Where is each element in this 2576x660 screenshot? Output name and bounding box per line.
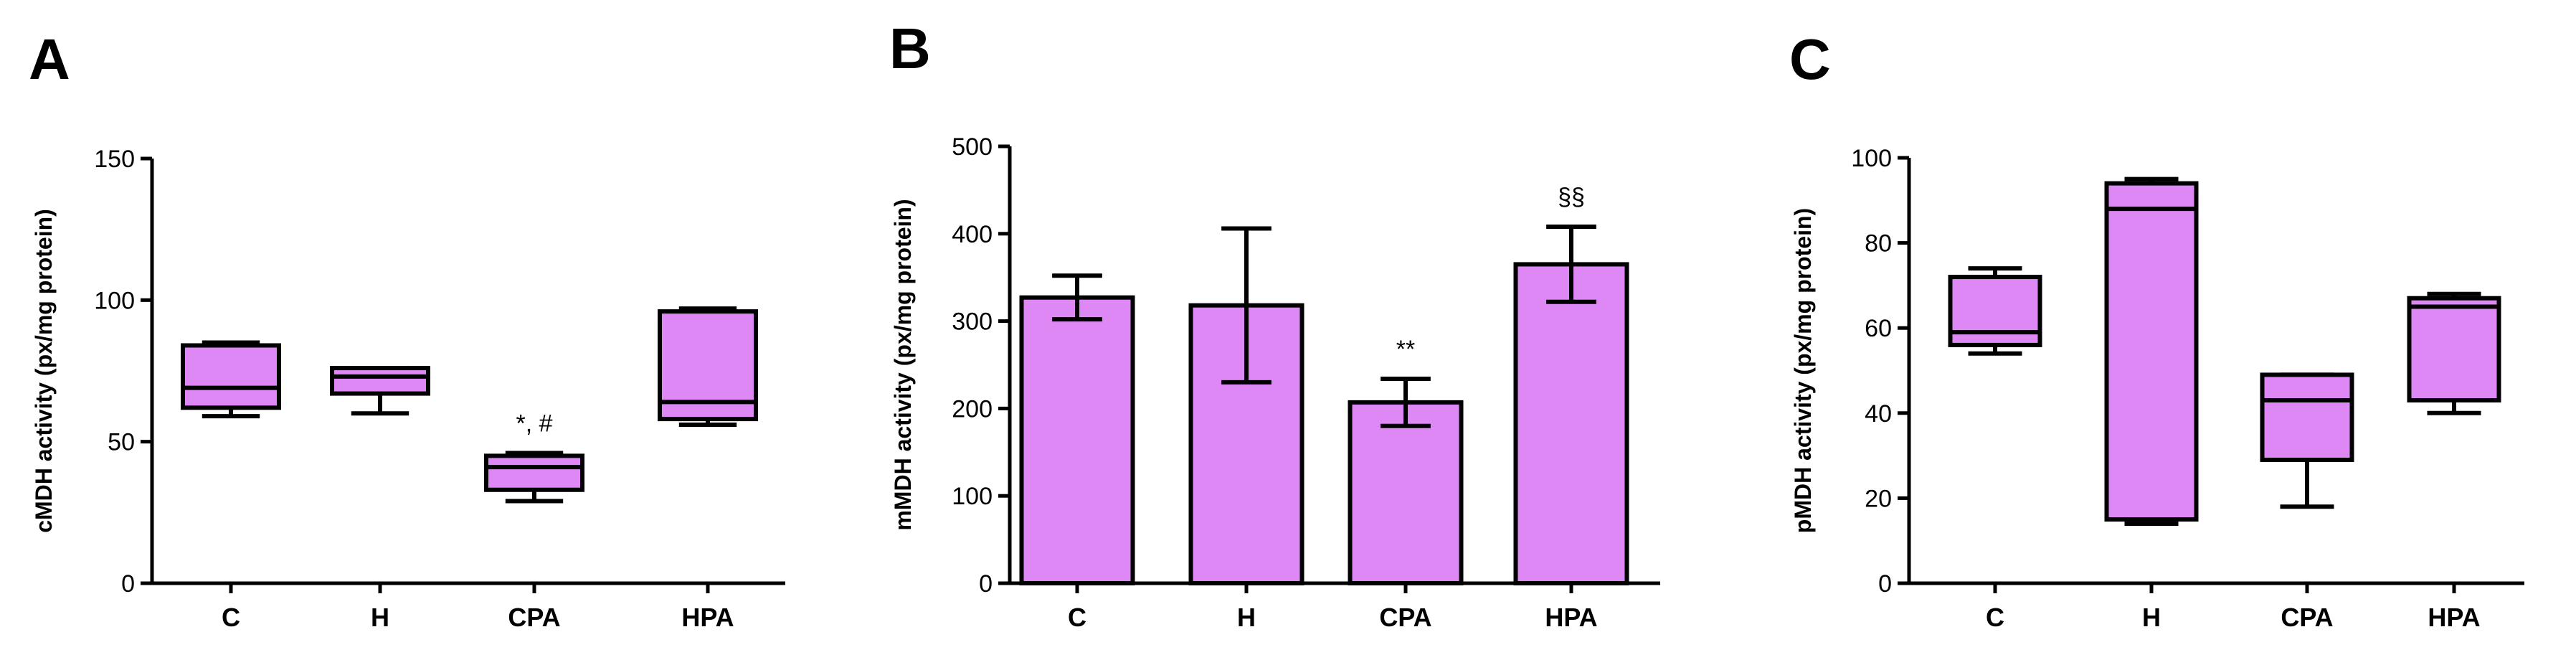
panel-letter: B: [889, 16, 931, 80]
box-iqr: [2260, 372, 2354, 463]
y-axis-title: pMDH activity (px/mg protein): [1790, 208, 1816, 533]
y-tick-label: 100: [952, 483, 993, 510]
y-tick-label: 60: [1865, 315, 1892, 342]
x-tick-label: C: [222, 603, 240, 632]
y-tick-label: 100: [94, 287, 135, 314]
panel-letter: C: [1789, 27, 1831, 91]
bar: [1348, 400, 1464, 586]
box-iqr: [2407, 296, 2501, 403]
box-c: [1948, 266, 2042, 356]
y-tick-label: 150: [94, 146, 135, 173]
box-cpa: [2260, 372, 2354, 509]
box-hpa: [658, 306, 758, 427]
x-tick-label: H: [371, 603, 389, 632]
bar-c: [1019, 273, 1135, 585]
y-tick-label: 20: [1865, 485, 1892, 512]
box-iqr: [484, 453, 584, 492]
x-tick-label: C: [1986, 603, 2004, 632]
box-h: [330, 366, 430, 416]
y-tick-label: 200: [952, 395, 993, 423]
x-tick-label: HPA: [681, 603, 734, 632]
y-tick-label: 300: [952, 308, 993, 336]
box-iqr: [181, 343, 281, 410]
x-tick-label: H: [1237, 603, 1256, 632]
panel-c: C 0 20 40 60 80 100 pMDH activity (px/mg protei…: [1789, 27, 2524, 632]
x-tick-label: CPA: [508, 603, 560, 632]
panel-a: A 0 50 100 150 cMDH activity (px/mg protein) C…: [29, 27, 785, 632]
bar-h: [1188, 226, 1304, 585]
x-tick-label: HPA: [2428, 603, 2480, 632]
y-tick-label: 400: [952, 221, 993, 248]
significance-annotation: *, #: [516, 410, 552, 437]
x-tick-label: CPA: [2281, 603, 2333, 632]
bar-cpa: [1348, 376, 1464, 586]
box-iqr: [2104, 181, 2199, 522]
box-c: [181, 340, 281, 419]
y-tick-label: 0: [979, 570, 993, 598]
box-cpa: [484, 451, 584, 504]
bar: [1513, 262, 1629, 585]
box-h: [2104, 176, 2199, 526]
significance-annotation: **: [1396, 336, 1415, 363]
x-tick-label: H: [2142, 603, 2161, 632]
y-tick-label: 500: [952, 133, 993, 161]
significance-annotation: §§: [1558, 184, 1585, 211]
y-tick-label: 0: [1878, 570, 1892, 598]
y-tick-label: 50: [108, 429, 135, 456]
x-tick-label: C: [1068, 603, 1086, 632]
y-tick-label: 40: [1865, 400, 1892, 428]
y-axis-title: mMDH activity (px/mg protein): [890, 199, 916, 530]
box-iqr: [1948, 275, 2042, 347]
box-hpa: [2407, 291, 2501, 415]
box-iqr: [330, 366, 430, 396]
x-tick-label: CPA: [1379, 603, 1431, 632]
y-tick-label: 80: [1865, 230, 1892, 258]
x-tick-label: HPA: [1545, 603, 1597, 632]
y-axis-title: cMDH activity (px/mg protein): [31, 209, 57, 533]
panel-letter: A: [29, 27, 70, 91]
y-tick-label: 100: [1851, 145, 1892, 172]
y-tick-label: 0: [121, 570, 135, 598]
panel-b: B 0 100 200 300 400 500 mMDH activity (px/mg pr…: [889, 16, 1660, 632]
bar-hpa: [1513, 225, 1629, 585]
bar: [1019, 295, 1135, 585]
